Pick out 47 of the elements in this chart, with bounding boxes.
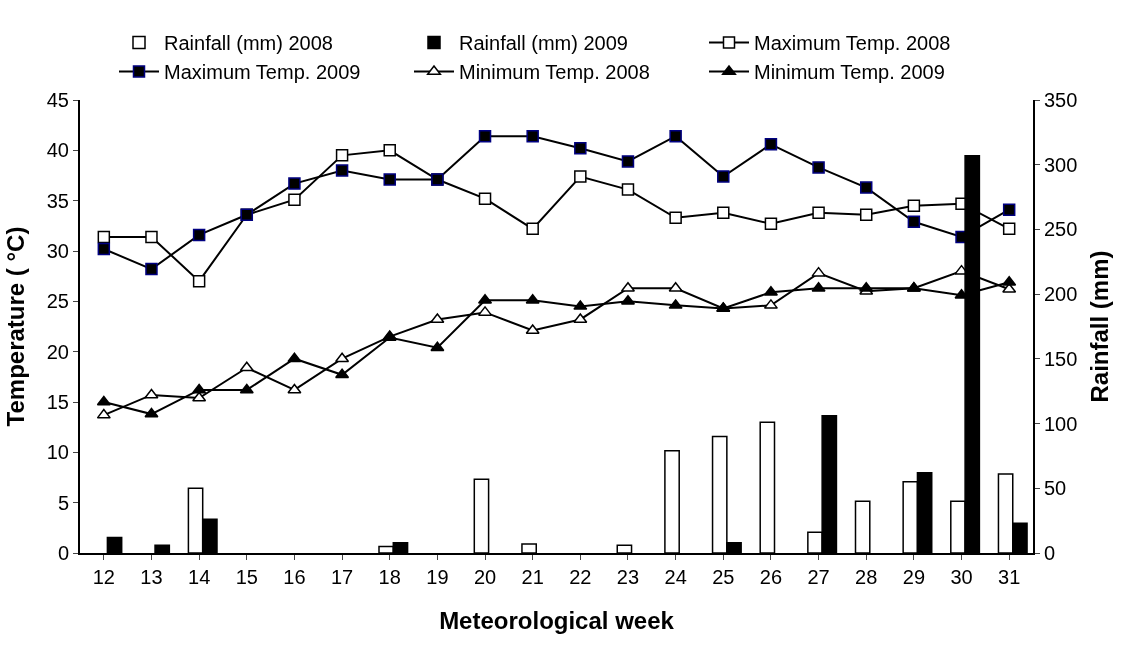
- y-tick-label: 45: [46, 89, 69, 111]
- x-tick-label: 14: [188, 566, 211, 588]
- y-tick-label: 35: [46, 189, 69, 212]
- y2-tick-label: 300: [1044, 153, 1078, 176]
- y2-tick-label: 0: [1044, 542, 1056, 564]
- x-tick-label: 27: [807, 566, 830, 588]
- y2-tick-label: 250: [1044, 218, 1078, 241]
- x-tick-label: 31: [998, 566, 1021, 588]
- x-tick-label: 12: [92, 566, 115, 588]
- legend-label: Minimum Temp. 2008: [459, 61, 650, 84]
- y-tick-label: 0: [57, 542, 69, 564]
- legend-label: Rainfall (mm) 2008: [164, 32, 333, 55]
- x-tick-label: 23: [616, 566, 640, 588]
- legend-label: Maximum Temp. 2008: [754, 32, 951, 55]
- x-tick-label: 21: [521, 566, 544, 588]
- x-tick-label: 18: [378, 566, 401, 588]
- y-axis-title: Temperature ( °C): [2, 226, 30, 427]
- y-tick-label: 40: [46, 139, 69, 162]
- x-tick-label: 16: [283, 566, 306, 588]
- y2-axis-title: Rainfall (mm): [1086, 250, 1114, 403]
- y-tick-label: 20: [46, 340, 69, 363]
- y2-tick-label: 100: [1044, 412, 1078, 435]
- legend-label: Rainfall (mm) 2009: [459, 32, 628, 55]
- x-tick-label: 26: [759, 566, 783, 588]
- x-tick-label: 22: [569, 566, 592, 588]
- x-axis-title: Meteorological week: [439, 606, 675, 634]
- y-tick-label: 10: [46, 441, 69, 464]
- y2-tick-label: 150: [1044, 347, 1078, 370]
- y2-tick-label: 350: [1044, 89, 1078, 111]
- x-tick-label: 19: [426, 566, 449, 588]
- y-tick-label: 5: [57, 491, 69, 514]
- legend-label: Minimum Temp. 2009: [754, 61, 945, 84]
- x-tick-label: 17: [330, 566, 354, 588]
- x-tick-label: 13: [140, 566, 163, 588]
- x-tick-label: 29: [902, 566, 926, 588]
- y-tick-label: 15: [46, 391, 69, 413]
- x-tick-label: 24: [664, 566, 687, 588]
- legend-label: Maximum Temp. 2009: [164, 61, 361, 84]
- x-tick-label: 30: [950, 566, 973, 588]
- x-tick-label: 25: [712, 566, 735, 588]
- x-tick-label: 28: [855, 566, 878, 588]
- y2-tick-label: 50: [1044, 477, 1067, 500]
- y-tick-label: 25: [46, 290, 69, 313]
- x-tick-label: 20: [473, 566, 497, 588]
- x-tick-label: 15: [235, 566, 258, 588]
- y-tick-label: 30: [46, 240, 69, 262]
- y2-tick-label: 200: [1044, 283, 1078, 306]
